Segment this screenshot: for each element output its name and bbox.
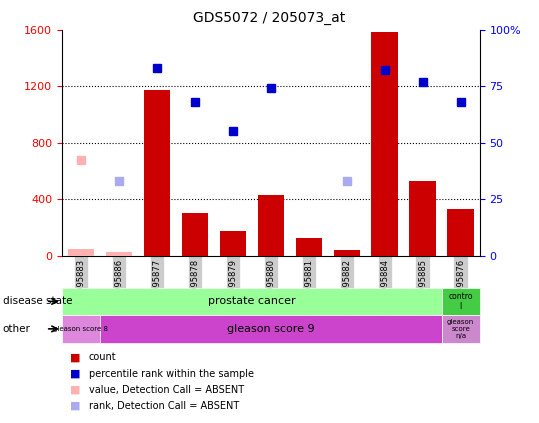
- Bar: [371, 33, 398, 256]
- Bar: [410, 181, 436, 256]
- Bar: [68, 249, 94, 256]
- Bar: [295, 238, 322, 256]
- Bar: [447, 209, 474, 256]
- Bar: [106, 252, 132, 256]
- Text: other: other: [3, 324, 31, 334]
- Bar: [258, 195, 284, 256]
- Text: prostate cancer: prostate cancer: [208, 297, 296, 306]
- Text: ■: ■: [70, 385, 80, 395]
- Bar: [442, 288, 480, 315]
- Bar: [143, 90, 170, 256]
- Bar: [182, 214, 208, 256]
- Text: GDS5072 / 205073_at: GDS5072 / 205073_at: [194, 11, 345, 25]
- Text: percentile rank within the sample: percentile rank within the sample: [89, 368, 254, 379]
- Text: gleason score 8: gleason score 8: [53, 326, 108, 332]
- Text: count: count: [89, 352, 116, 363]
- Text: contro
l: contro l: [448, 292, 473, 311]
- Text: ■: ■: [70, 368, 80, 379]
- Bar: [62, 315, 100, 343]
- Text: rank, Detection Call = ABSENT: rank, Detection Call = ABSENT: [89, 401, 239, 411]
- Text: ■: ■: [70, 401, 80, 411]
- Text: gleason
score
n/a: gleason score n/a: [447, 319, 474, 339]
- Text: ■: ■: [70, 352, 80, 363]
- Text: value, Detection Call = ABSENT: value, Detection Call = ABSENT: [89, 385, 244, 395]
- Bar: [219, 231, 246, 256]
- Text: disease state: disease state: [3, 297, 72, 306]
- Text: gleason score 9: gleason score 9: [227, 324, 315, 334]
- Bar: [334, 250, 360, 256]
- Bar: [100, 315, 442, 343]
- Bar: [442, 315, 480, 343]
